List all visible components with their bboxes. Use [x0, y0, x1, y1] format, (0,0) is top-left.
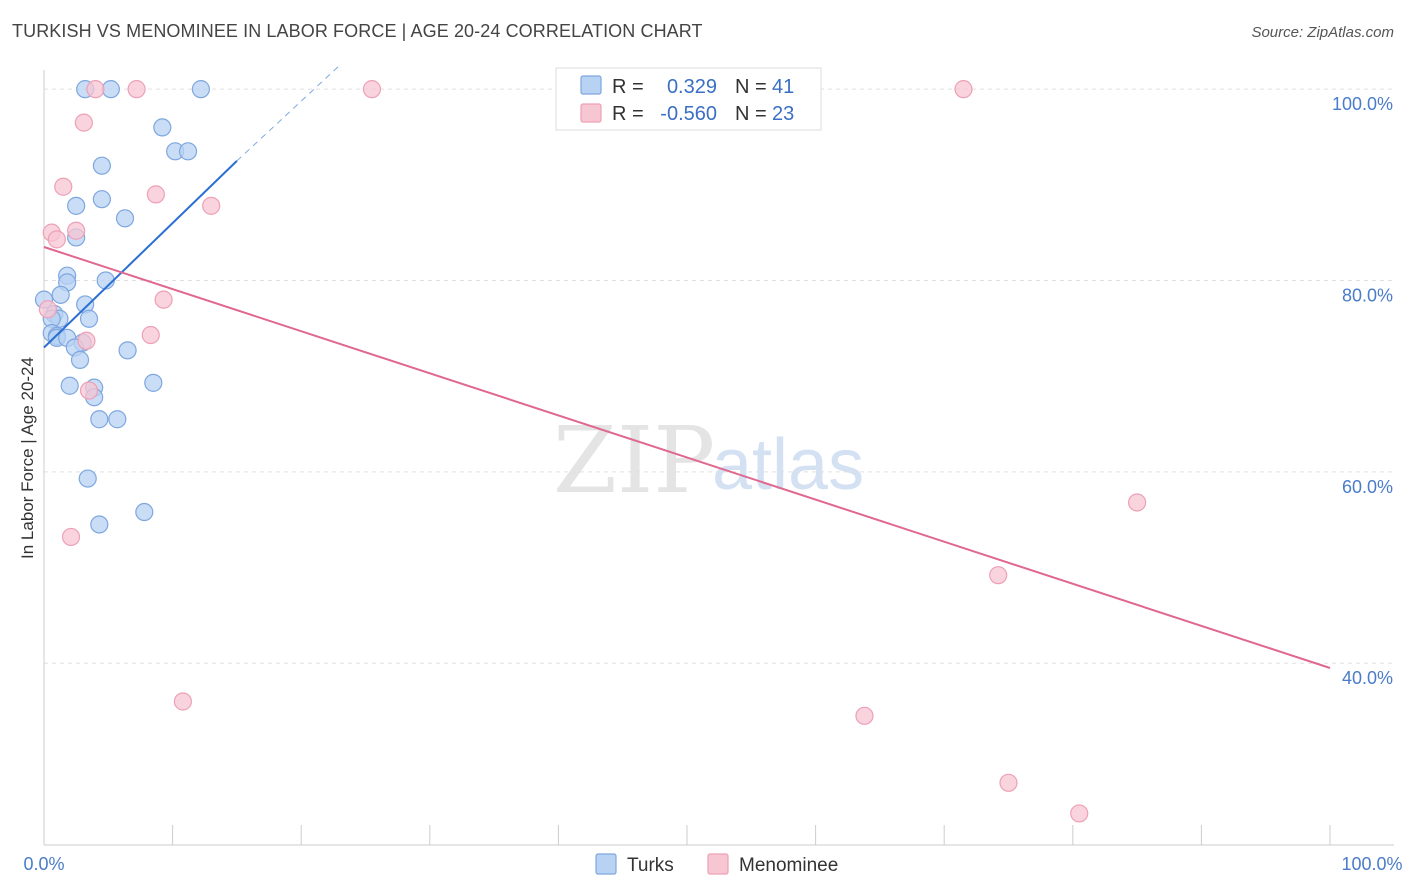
- trend-lines: [43, 64, 1331, 669]
- chart-title: TURKISH VS MENOMINEE IN LABOR FORCE | AG…: [12, 21, 703, 41]
- turks-point: [115, 209, 135, 228]
- turks-point: [108, 410, 127, 429]
- menominee-point: [47, 230, 66, 249]
- y-tick-labels: 40.0% 60.0% 80.0% 100.0%: [1332, 94, 1393, 688]
- menominee-trend-line: [43, 246, 1331, 669]
- turks-point: [153, 118, 172, 137]
- series-turks-points: [34, 80, 210, 534]
- turks-point: [51, 285, 70, 304]
- menominee-point: [38, 300, 57, 319]
- legend-r-value-turks: 0.329: [667, 76, 717, 98]
- turks-point: [60, 376, 79, 395]
- axes: [43, 70, 1394, 846]
- y-tick-label: 100.0%: [1332, 94, 1393, 114]
- menominee-point: [954, 80, 973, 99]
- menominee-point: [362, 80, 382, 99]
- menominee-point: [77, 331, 96, 350]
- turks-point: [144, 373, 163, 392]
- series-menominee-points: [38, 80, 1147, 823]
- x-ticks: [43, 825, 1331, 845]
- menominee-point: [989, 566, 1008, 585]
- turks-point: [79, 309, 99, 328]
- turks-point: [178, 142, 198, 161]
- legend-swatch-menominee: [580, 103, 602, 123]
- turks-point: [92, 190, 111, 209]
- legend-r-value-menominee: -0.560: [660, 103, 717, 125]
- bottom-legend-label-turks: Turks: [627, 855, 674, 876]
- legend-n-label-menominee: N =: [735, 103, 767, 125]
- bottom-legend-swatch-turks: [595, 853, 617, 875]
- menominee-point: [86, 80, 105, 99]
- legend-n-value-menominee: 23: [772, 103, 794, 125]
- legend-n-value-turks: 41: [772, 76, 794, 98]
- watermark-atlas: atlas: [712, 425, 864, 505]
- chart-source: Source: ZipAtlas.com: [1251, 24, 1394, 41]
- turks-point: [67, 196, 86, 215]
- bottom-legend: Turks Menominee: [595, 853, 838, 876]
- legend-r-label-turks: R =: [612, 76, 644, 98]
- menominee-point: [1127, 493, 1147, 512]
- turks-trend-line: [43, 160, 238, 349]
- x-tick-label-min: 0.0%: [23, 854, 64, 874]
- menominee-point: [999, 773, 1018, 792]
- turks-point: [90, 410, 109, 429]
- menominee-point: [74, 113, 93, 132]
- menominee-point: [154, 290, 173, 309]
- turks-trend-extension: [236, 64, 341, 162]
- menominee-point: [127, 80, 146, 99]
- legend-n-label-turks: N =: [735, 76, 767, 98]
- turks-point: [78, 469, 97, 488]
- menominee-point: [173, 692, 192, 711]
- x-tick-label-max: 100.0%: [1341, 854, 1402, 874]
- turks-point: [70, 350, 90, 370]
- watermark-zip: ZIP: [553, 407, 715, 514]
- turks-point: [101, 80, 120, 99]
- turks-point: [92, 156, 111, 175]
- menominee-point: [61, 527, 81, 547]
- menominee-point: [1070, 804, 1089, 823]
- grid-lines: [44, 88, 1394, 664]
- menominee-point: [54, 177, 73, 196]
- legend-box: R = 0.329 N = 41 R = -0.560 N = 23: [555, 67, 822, 131]
- menominee-point: [141, 325, 160, 345]
- y-tick-label: 60.0%: [1342, 477, 1393, 497]
- turks-point: [191, 80, 210, 99]
- y-tick-label: 40.0%: [1342, 668, 1393, 688]
- bottom-legend-label-menominee: Menominee: [739, 855, 838, 876]
- turks-point: [118, 341, 137, 360]
- legend-swatch-turks: [580, 75, 602, 95]
- menominee-point: [146, 185, 165, 204]
- legend-r-label-menominee: R =: [612, 103, 644, 125]
- y-tick-label: 80.0%: [1342, 285, 1393, 305]
- turks-point: [135, 502, 154, 522]
- menominee-point: [67, 221, 86, 240]
- y-axis-title: In Labor Force | Age 20-24: [18, 357, 37, 559]
- menominee-point: [855, 706, 874, 725]
- menominee-point: [79, 381, 99, 400]
- bottom-legend-swatch-menominee: [707, 853, 729, 875]
- menominee-point: [202, 196, 221, 215]
- turks-point: [90, 515, 109, 534]
